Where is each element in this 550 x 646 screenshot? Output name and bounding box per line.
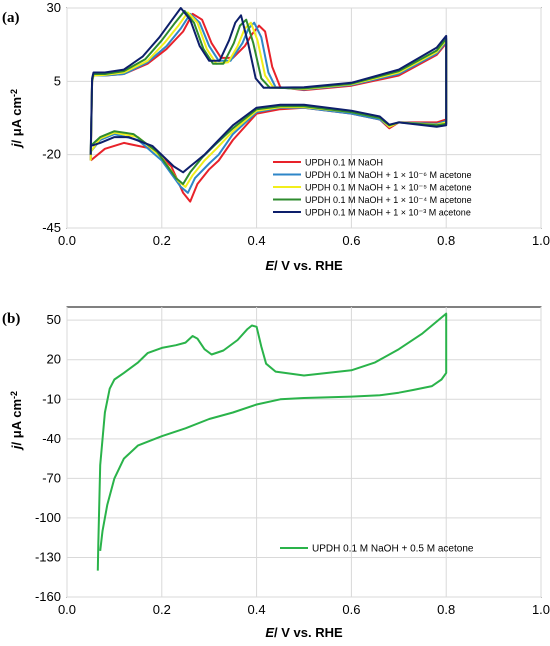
x-tick-label: 0.0 <box>58 602 76 617</box>
panel-b-x-axis-title: E/ V vs. RHE <box>265 625 343 640</box>
y-tick-label: -45 <box>42 220 61 235</box>
panel-a-x-axis-title: E/ V vs. RHE <box>265 258 343 273</box>
panel-a-series <box>89 7 448 203</box>
panel-b-x-ticks: 0.0 0.2 0.4 0.6 0.8 1.0 <box>58 602 550 617</box>
x-tick-label: 1.0 <box>532 233 550 248</box>
x-tick-label: 0.6 <box>342 602 360 617</box>
y-tick-label: -40 <box>42 431 61 446</box>
y-tick-label: 5 <box>54 73 61 88</box>
legend-label-1: UPDH 0.1 M NaOH <box>305 158 383 168</box>
chart-panel-a: (a) 0.0 0.2 0.4 0.6 0.8 1.0 30 5 -20 -45 E/ V vs… <box>2 0 550 273</box>
x-tick-label: 0.8 <box>437 233 455 248</box>
panel-b-y-ticks: 50 20 -10 -40 -70 -100 -130 -160 <box>35 312 61 604</box>
legend-label-5: UPDH 0.1 M NaOH + 1 × 10⁻³ M acetone <box>305 208 471 218</box>
x-tick-label: 0.6 <box>342 233 360 248</box>
x-tick-label: 0.2 <box>153 602 171 617</box>
x-tick-label: 0.8 <box>437 602 455 617</box>
chart-panel-b: (b) 0.0 0.2 0.4 0.6 0.8 1.0 50 20 -10 -40 -70 -100… <box>2 306 550 640</box>
series-line-2 <box>89 12 448 194</box>
x-tick-label: 0.4 <box>248 233 266 248</box>
panel-b-series <box>96 312 448 571</box>
series-line-1 <box>96 312 448 571</box>
x-tick-label: 0.0 <box>58 233 76 248</box>
y-tick-label: -100 <box>35 510 61 525</box>
x-tick-label: 0.4 <box>248 602 266 617</box>
legend-label-3: UPDH 0.1 M NaOH + 1 × 10⁻⁵ M acetone <box>305 183 472 193</box>
panel-a-y-ticks: 30 5 -20 -45 <box>42 0 61 235</box>
y-tick-label: 20 <box>47 352 61 367</box>
y-tick-label: -10 <box>42 391 61 406</box>
panel-b-gridlines <box>66 307 542 598</box>
series-line-5 <box>89 7 448 174</box>
y-tick-label: -160 <box>35 589 61 604</box>
x-tick-label: 1.0 <box>532 602 550 617</box>
legend-label-2: UPDH 0.1 M NaOH + 1 × 10⁻⁶ M acetone <box>305 170 472 180</box>
panel-a-gridlines <box>66 7 542 229</box>
y-tick-label: -70 <box>42 470 61 485</box>
x-tick-label: 0.2 <box>153 233 171 248</box>
legend-label-1: UPDH 0.1 M NaOH + 0.5 M acetone <box>312 544 474 555</box>
legend-label-4: UPDH 0.1 M NaOH + 1 × 10⁻⁴ M acetone <box>305 195 472 205</box>
series-line-3 <box>89 11 448 188</box>
panel-b-label: (b) <box>2 311 20 327</box>
panel-a-label: (a) <box>2 10 20 26</box>
panel-b-legend: UPDH 0.1 M NaOH + 0.5 M acetone <box>280 544 474 555</box>
series-line-1 <box>89 12 448 203</box>
y-tick-label: -20 <box>42 147 61 162</box>
y-tick-label: 50 <box>47 312 61 327</box>
y-tick-label: 30 <box>47 0 61 15</box>
panel-a-y-axis-title: j/ μA cm-2 <box>9 89 24 149</box>
panel-a-x-ticks: 0.0 0.2 0.4 0.6 0.8 1.0 <box>58 233 550 248</box>
panel-b-y-axis-title: j/ μA cm-2 <box>9 391 24 451</box>
panel-a-legend: UPDH 0.1 M NaOH UPDH 0.1 M NaOH + 1 × 10⁻… <box>273 158 472 218</box>
series-line-4 <box>89 9 448 185</box>
y-tick-label: -130 <box>35 549 61 564</box>
